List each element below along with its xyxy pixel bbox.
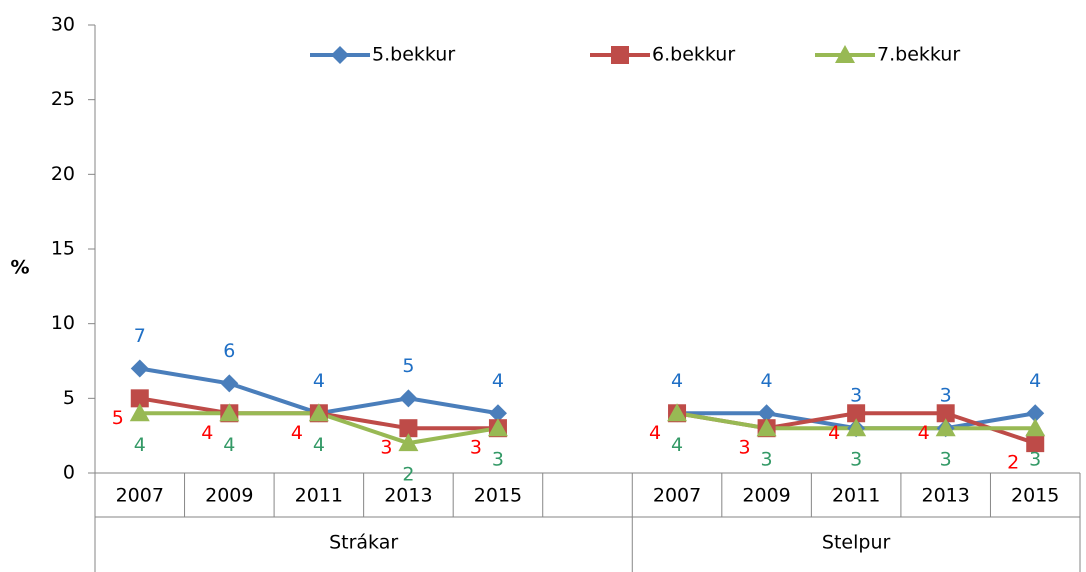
data-label: 4 [313, 434, 325, 456]
y-tick-label: 10 [51, 312, 75, 334]
marker [757, 404, 776, 423]
y-tick-label: 0 [63, 462, 75, 484]
marker [130, 389, 149, 408]
x-tick-label: 2015 [1011, 485, 1059, 507]
data-label: 4 [134, 434, 146, 456]
data-label: 3 [739, 437, 751, 459]
data-label: 4 [761, 370, 773, 392]
data-label: 4 [671, 434, 683, 456]
data-label: 3 [940, 449, 952, 471]
x-tick-label: 2009 [205, 485, 253, 507]
data-label: 4 [671, 370, 683, 392]
marker [308, 403, 329, 422]
data-label: 3 [1029, 449, 1041, 471]
x-tick-label: 2011 [832, 485, 880, 507]
data-label: 4 [223, 434, 235, 456]
marker [487, 418, 508, 437]
x-tick-label: 2009 [742, 485, 790, 507]
marker [835, 45, 855, 63]
x-tick-label: 2007 [653, 485, 701, 507]
marker [1026, 404, 1045, 423]
y-tick-label: 15 [51, 238, 75, 260]
data-label: 7 [134, 325, 146, 347]
marker [331, 46, 349, 64]
data-label: 2 [402, 464, 414, 486]
marker [936, 404, 955, 423]
data-label: 3 [761, 449, 773, 471]
marker [220, 374, 239, 393]
marker [935, 418, 956, 437]
y-axis-label: % [10, 257, 29, 279]
data-label: 4 [918, 422, 930, 444]
legend-label: 6.bekkur [652, 44, 735, 66]
data-label: 4 [492, 370, 504, 392]
marker [129, 403, 150, 422]
data-label: 5 [112, 407, 124, 429]
y-tick-label: 25 [51, 88, 75, 110]
marker [219, 403, 240, 422]
x-tick-label: 2007 [116, 485, 164, 507]
data-label: 4 [649, 422, 661, 444]
x-tick-label: 2013 [922, 485, 970, 507]
marker [1025, 418, 1046, 437]
x-tick-label: 2011 [295, 485, 343, 507]
marker [488, 404, 507, 423]
group-label: Strákar [329, 532, 398, 554]
group-label: Stelpur [822, 532, 891, 554]
marker [398, 433, 419, 452]
data-label: 3 [850, 449, 862, 471]
marker [611, 46, 629, 64]
marker [756, 418, 777, 437]
data-label: 6 [223, 340, 235, 362]
marker [846, 418, 867, 437]
data-label: 3 [380, 437, 392, 459]
data-label: 2 [1007, 452, 1019, 474]
data-label: 4 [201, 422, 213, 444]
data-label: 3 [850, 385, 862, 407]
data-label: 3 [470, 437, 482, 459]
data-label: 4 [313, 370, 325, 392]
marker [130, 359, 149, 378]
marker [1026, 434, 1045, 453]
marker [847, 404, 866, 423]
y-tick-label: 20 [51, 163, 75, 185]
data-label: 5 [402, 355, 414, 377]
legend-label: 5.bekkur [372, 44, 455, 66]
y-tick-label: 30 [51, 14, 75, 36]
data-label: 3 [940, 385, 952, 407]
data-label: 3 [492, 449, 504, 471]
legend-label: 7.bekkur [877, 44, 960, 66]
y-tick-label: 5 [63, 387, 75, 409]
marker [399, 389, 418, 408]
data-label: 4 [291, 422, 303, 444]
x-tick-label: 2013 [384, 485, 432, 507]
marker [667, 403, 688, 422]
data-label: 4 [1029, 370, 1041, 392]
x-tick-label: 2015 [474, 485, 522, 507]
marker [399, 419, 418, 438]
data-label: 4 [828, 422, 840, 444]
